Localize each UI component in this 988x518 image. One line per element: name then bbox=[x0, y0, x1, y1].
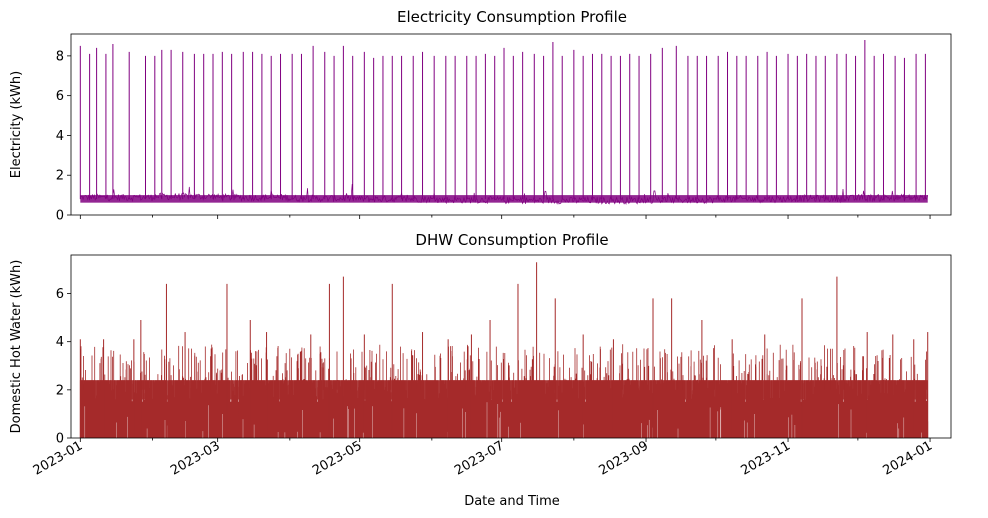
dhw-series bbox=[79, 262, 929, 438]
dhw-x-tick-label: 2023-03 bbox=[168, 438, 223, 478]
electricity-y-tick-label: 8 bbox=[56, 49, 64, 64]
dhw-y-tick-label: 4 bbox=[56, 335, 64, 350]
dhw-x-tick-label: 2024-01 bbox=[880, 438, 935, 478]
electricity-chart-title: Electricity Consumption Profile bbox=[397, 8, 627, 26]
electricity-panel: Electricity Consumption Profile 0 2 4 6 8 El… bbox=[9, 8, 952, 224]
electricity-y-tick-label: 6 bbox=[56, 89, 64, 104]
dhw-medium-peaks bbox=[80, 344, 927, 390]
dhw-y-axis-label: Domestic Hot Water (kWh) bbox=[9, 260, 24, 434]
dhw-x-tick-label: 2023-09 bbox=[596, 438, 651, 478]
dhw-x-tick-label: 2023-05 bbox=[310, 438, 365, 478]
electricity-y-tick-label: 4 bbox=[56, 129, 64, 144]
dhw-y-tick-label: 6 bbox=[56, 287, 64, 302]
electricity-y-tick-label: 2 bbox=[56, 169, 64, 184]
dhw-y-tick-label: 2 bbox=[56, 383, 64, 398]
dhw-axes-frame bbox=[70, 254, 952, 439]
electricity-y-axis-label: Electricity (kWh) bbox=[9, 71, 24, 178]
electricity-series bbox=[79, 39, 929, 206]
dhw-x-tick-label: 2023-11 bbox=[738, 438, 793, 478]
dhw-x-tick-label: 2023-07 bbox=[452, 438, 507, 478]
electricity-y-tick-label: 0 bbox=[56, 209, 64, 224]
dhw-chart-title: DHW Consumption Profile bbox=[415, 231, 608, 249]
electricity-y-ticks: 0 2 4 6 8 bbox=[56, 49, 71, 224]
dhw-typical-band bbox=[80, 380, 928, 400]
dhw-y-tick-label: 0 bbox=[56, 432, 64, 447]
dhw-x-ticks: 2023-01 2023-03 2023-05 2023-07 2023-09 2023-… bbox=[31, 438, 935, 479]
dhw-y-ticks: 0 2 4 6 bbox=[56, 287, 71, 447]
dhw-gaps bbox=[84, 402, 922, 438]
dhw-x-axis-label: Date and Time bbox=[464, 494, 560, 509]
electricity-x-ticks bbox=[79, 215, 931, 219]
electricity-axes-frame bbox=[70, 33, 952, 216]
